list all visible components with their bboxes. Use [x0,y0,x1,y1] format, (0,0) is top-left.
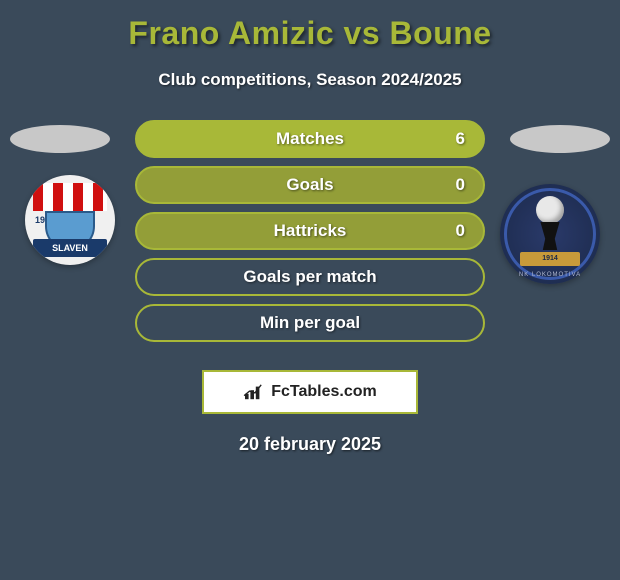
right-shadow-ellipse [510,125,610,153]
fctables-text: FcTables.com [271,383,377,401]
stat-label: Goals [286,175,333,195]
stat-row-hattricks: Hattricks 0 [135,212,485,250]
crest-name-right: NK LOKOMOTIVA [519,272,581,278]
stat-row-goals-per-match: Goals per match [135,258,485,296]
date-text: 20 february 2025 [0,434,620,455]
crest-banner-left: SLAVEN [33,239,107,257]
page-title: Frano Amizic vs Boune [0,15,620,52]
left-shadow-ellipse [10,125,110,153]
stat-row-min-per-goal: Min per goal [135,304,485,342]
fctables-attribution: FcTables.com [202,370,418,414]
checker-pattern [33,183,107,211]
stat-bars: Matches 6 Goals 0 Hattricks 0 Goals per … [135,120,485,342]
left-club-badge: 1907 SLAVEN [20,175,120,265]
stat-value: 0 [456,221,465,241]
crest-year-right: 1914 [520,252,580,266]
lokomotiva-crest: 1914 NK LOKOMOTIVA [500,184,600,284]
slaven-crest: 1907 SLAVEN [25,175,115,265]
stat-value: 6 [456,129,465,149]
bar-chart-icon [243,383,265,401]
stat-label: Hattricks [274,221,347,241]
stat-value: 0 [456,175,465,195]
stat-label: Matches [276,129,344,149]
right-club-badge: 1914 NK LOKOMOTIVA [500,180,600,288]
stat-row-matches: Matches 6 [135,120,485,158]
stat-label: Min per goal [260,313,360,333]
stat-label: Goals per match [243,267,376,287]
ball-icon [536,196,564,224]
infographic-container: Frano Amizic vs Boune Club competitions,… [0,0,620,465]
subtitle: Club competitions, Season 2024/2025 [0,70,620,90]
stat-row-goals: Goals 0 [135,166,485,204]
